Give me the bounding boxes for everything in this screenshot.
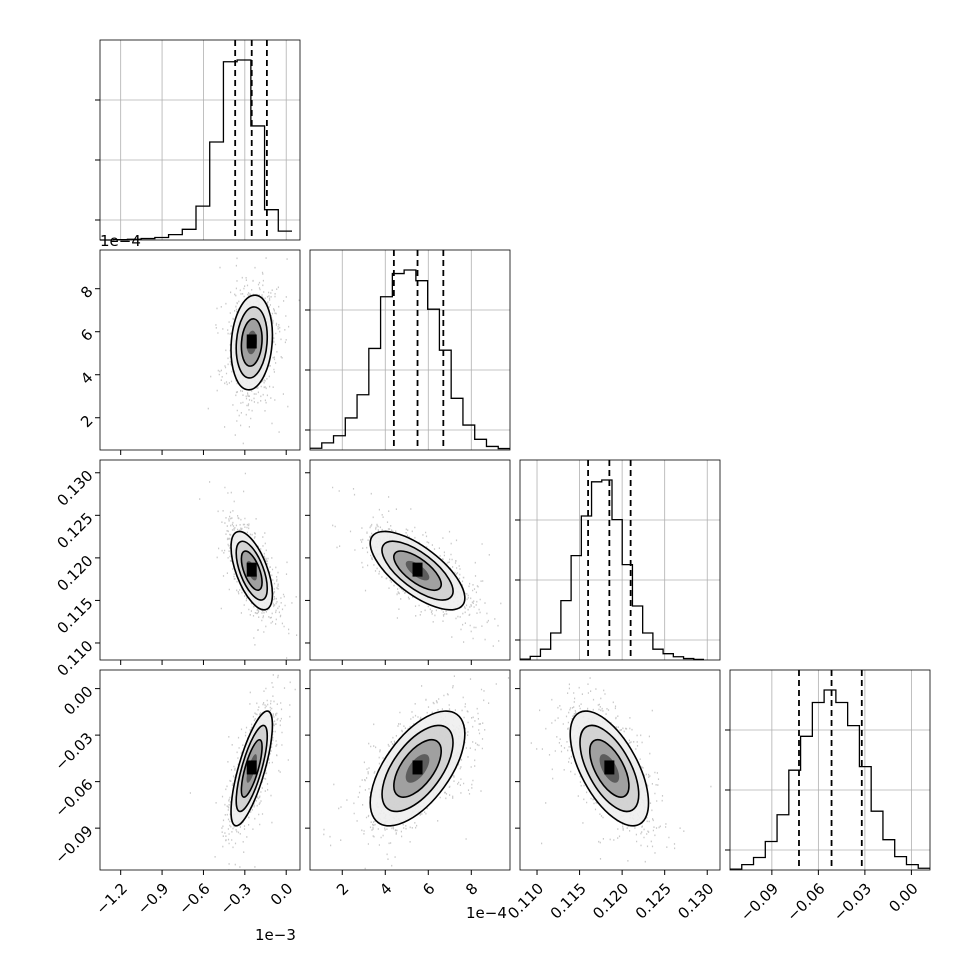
y-tick-label-p2: 0.120	[53, 552, 96, 595]
y-tick-label-p2: 0.110	[53, 637, 96, 680]
x-tick-label-p3: −0.06	[783, 880, 828, 925]
hist-panel-p3	[725, 669, 931, 871]
x-tick-label-p2: 0.115	[547, 880, 590, 923]
x-tick-label-p2: 0.125	[632, 880, 675, 923]
density-peak	[412, 760, 423, 775]
density-panel-p3-p0	[95, 669, 301, 875]
x-tick-label-p3: 0.00	[885, 880, 921, 916]
contour-line-2	[588, 738, 630, 798]
y-tick-label-p1: 6	[77, 326, 96, 345]
panel-frame	[99, 249, 301, 451]
y-tick-label-p2: 0.125	[53, 509, 96, 552]
density-panel-p3-p2	[515, 669, 721, 875]
hist-panel-p1	[305, 249, 511, 451]
contour-line-2	[393, 550, 442, 592]
x-tick-label-p3: −0.03	[830, 880, 875, 925]
panel-frame	[519, 459, 721, 661]
y-tick-label-p3: −0.06	[51, 775, 96, 820]
panel-content	[199, 472, 300, 659]
histogram-step-p2	[520, 479, 704, 661]
histogram-step-p1	[310, 269, 510, 450]
panel-content	[332, 486, 502, 647]
contour-line-0	[369, 710, 466, 827]
x-tick-label-p2: 0.110	[504, 880, 547, 923]
x-tick-label-p0: −1.2	[92, 880, 130, 918]
x-tick-label-p0: −0.9	[134, 880, 172, 918]
panel-frame	[99, 39, 301, 241]
contour-line-0	[569, 710, 650, 827]
panel-content	[323, 675, 510, 870]
panel-frame	[309, 249, 511, 451]
y-tick-label-p2: 0.115	[53, 594, 96, 637]
y-offset-label: 1e−4	[100, 232, 141, 250]
y-tick-label-p1: 4	[77, 369, 96, 388]
x-tick-label-p2: 0.120	[589, 880, 632, 923]
y-tick-label-p3: −0.03	[51, 729, 96, 774]
contour-line-1	[381, 724, 454, 813]
x-tick-label-p1: 6	[419, 880, 438, 899]
x-offset-label-p1: 1e−4	[466, 904, 507, 922]
contour-line-1	[235, 306, 269, 379]
panel-content	[189, 674, 296, 870]
contour-line-0	[230, 294, 274, 391]
x-tick-label-p2: 0.130	[674, 880, 717, 923]
contour-line-1	[235, 724, 269, 813]
density-panel-p3-p1	[305, 669, 511, 875]
contour-line-1	[235, 540, 269, 601]
density-panel-p1-p0	[95, 249, 301, 455]
x-tick-label-p3: −0.09	[737, 880, 782, 925]
contour-line-2	[393, 738, 442, 798]
density-panel-p2-p1	[305, 459, 511, 665]
contour-line-1	[579, 724, 640, 813]
x-tick-label-p1: 4	[376, 880, 395, 899]
x-tick-label-p0: −0.3	[217, 880, 255, 918]
panel-frame	[729, 669, 931, 871]
density-peak	[246, 562, 257, 577]
panel-content	[207, 257, 300, 445]
density-peak	[246, 334, 257, 349]
contour-line-2	[240, 738, 263, 798]
contour-line-0	[369, 530, 466, 611]
contour-line-2	[240, 318, 263, 367]
y-tick-label-p2: 0.130	[53, 467, 96, 510]
density-peak	[604, 760, 615, 775]
contour-line-0	[230, 530, 274, 611]
contour-line-1	[381, 540, 454, 601]
contour-line-0	[230, 710, 274, 827]
panel-frame	[99, 669, 301, 871]
x-tick-label-p0: −0.6	[175, 880, 213, 918]
hist-panel-p0	[95, 39, 301, 241]
y-tick-label-p3: −0.09	[51, 822, 96, 867]
panel-frame	[519, 669, 721, 871]
histogram-step-p3	[730, 689, 930, 870]
panel-frame	[309, 459, 511, 661]
y-tick-label-p3: 0.00	[60, 682, 96, 718]
x-tick-label-p0: 0.0	[267, 880, 297, 910]
y-tick-label-p1: 8	[77, 283, 96, 302]
x-offset-label-p0: 1e−3	[255, 926, 296, 944]
density-peak	[246, 760, 257, 775]
y-tick-label-p1: 2	[77, 412, 96, 431]
histogram-step-p0	[100, 59, 292, 241]
panel-frame	[309, 669, 511, 871]
density-panel-p2-p0	[95, 459, 301, 665]
hist-panel-p2	[515, 459, 721, 661]
x-tick-label-p1: 8	[462, 880, 481, 899]
panel-content	[520, 677, 712, 863]
contour-line-2	[240, 550, 263, 592]
x-tick-label-p1: 2	[333, 880, 352, 899]
panel-frame	[99, 459, 301, 661]
density-peak	[412, 562, 423, 577]
